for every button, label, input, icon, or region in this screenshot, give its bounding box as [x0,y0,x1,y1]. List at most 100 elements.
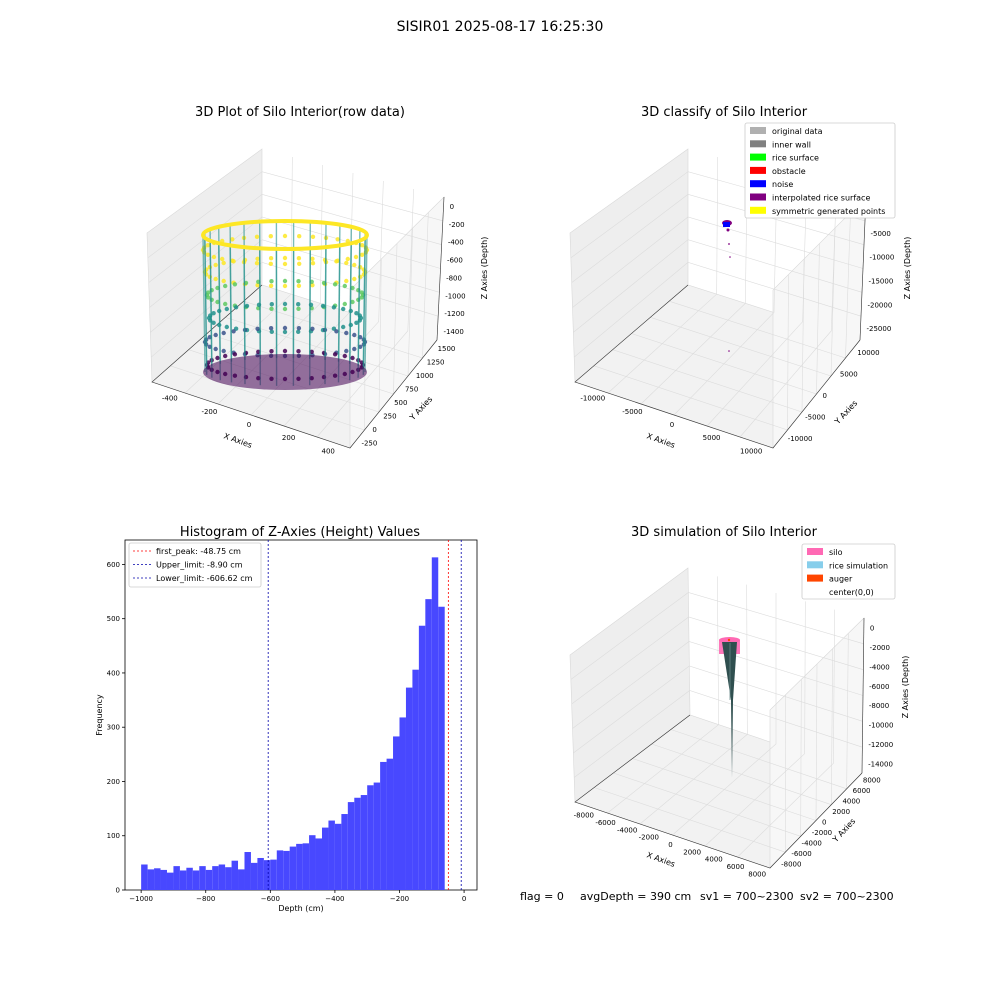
legend-swatch [807,548,823,555]
grid-line [148,194,442,283]
tick-labels: −1000 −800 −600 −400 −200 0 0 100 200 300 400 500 60… [107,561,467,903]
legend-box [744,122,896,219]
column-strand [218,226,221,364]
data-point [221,260,226,266]
data-point [223,301,228,307]
avg-depth-text: avgDepth = 390 cm [580,890,691,903]
legend-label: first_peak: -48.75 cm [156,547,241,556]
x-tick-label: 2000 [683,848,701,856]
data-point [244,303,250,309]
y-tick-label: 1250 [427,358,445,366]
column-strand [357,229,361,367]
legend-label: inner wall [772,140,811,149]
data-point [232,352,238,357]
x-tick-label: 5000 [703,434,721,442]
data-point [213,346,218,352]
z-tick-label: -5000 [871,230,891,238]
data-point [344,330,349,336]
legend-label: symmetric generated points [772,207,885,216]
z-tick-label: 0 [450,203,454,211]
x-tick-label: -2000 [639,834,659,842]
legend-label: original data [772,127,823,136]
column-strand [362,232,366,370]
z-tick-label: -400 [448,239,464,247]
data-point [359,252,365,257]
column-strand [243,222,246,360]
histogram-bar [212,866,219,890]
histogram-bar [425,599,432,890]
data-point [282,233,288,239]
x-tick-label: -4000 [617,826,637,834]
axis-line [151,284,438,449]
histogram-bar [380,761,387,890]
legend-swatch [750,193,766,201]
data-point [282,283,288,289]
data-point [206,290,211,295]
data-point [268,256,274,261]
data-point [221,278,226,284]
x-tick-label: 0 [247,421,251,429]
histogram-bar [438,606,445,890]
data-point [269,349,274,354]
histogram-bar [283,850,290,890]
data-point [269,279,274,284]
column-strand [349,226,352,364]
histogram-bar [321,827,329,890]
histogram-bar [270,859,277,890]
histogram-bar [386,758,394,890]
data-point [254,234,260,239]
x-tick-label: 0 [668,841,672,849]
point-cloud [200,219,370,390]
x-axis-label: X Axies [645,431,676,450]
legend-label: rice simulation [829,561,888,570]
histogram-bar [354,797,361,890]
histogram-bar [238,869,245,890]
histogram-bar [373,782,381,890]
legend: original data inner wall rice surface obsta… [744,122,896,219]
y-tick-label: -4000 [802,840,822,848]
panel-classify: 3D classify of Silo Interior -10000 -5000… [569,105,912,455]
legend: silo rice simulation auger center(0,0) [801,543,896,600]
footer-status: flag = 0 avgDepth = 390 cm sv1 = 700~230… [520,890,894,903]
x-tick-label: −600 [261,895,280,903]
grid-line [571,194,865,283]
data-point [341,324,346,330]
x-tick-label: −200 [390,895,409,903]
x-tick-label: -5000 [622,408,642,416]
y-tick-label: 6000 [853,787,871,795]
histogram-bar [263,860,271,890]
data-point [215,299,220,305]
data-point [223,353,228,359]
panel-histogram: Histogram of Z-Axies (Height) Values −10… [95,525,478,913]
classified-points [722,220,732,352]
grid-line [737,609,835,858]
data-point [342,301,347,307]
data-point [344,348,349,354]
data-point [233,305,239,310]
legend-label: noise [772,180,793,189]
y-axis-label: Frequency [95,694,104,736]
data-point [213,262,218,268]
panel-title: 3D classify of Silo Interior [641,105,808,120]
z-axis-label: Z Axies (Depth) [901,656,910,719]
y-tick-label: 8000 [863,776,881,784]
x-axis-label: X Axies [222,431,253,450]
legend-label: center(0,0) [829,588,874,597]
data-point [296,283,302,288]
legend: first_peak: -48.75 cm Upper_limit: -8.90 … [128,542,262,588]
x-tick-label: −400 [325,895,344,903]
data-point [220,256,225,262]
data-point [269,302,274,307]
x-tick-label: 6000 [727,863,745,871]
data-point [310,283,315,288]
legend-swatch [807,561,823,569]
data-point [230,237,235,242]
data-point [268,326,274,331]
x-tick-label: -6000 [595,819,615,827]
histogram-bar [367,785,374,890]
column-strand [259,221,261,359]
z-tick-label: -14000 [868,760,893,768]
data-point [296,279,301,284]
histogram-bar [431,557,439,890]
